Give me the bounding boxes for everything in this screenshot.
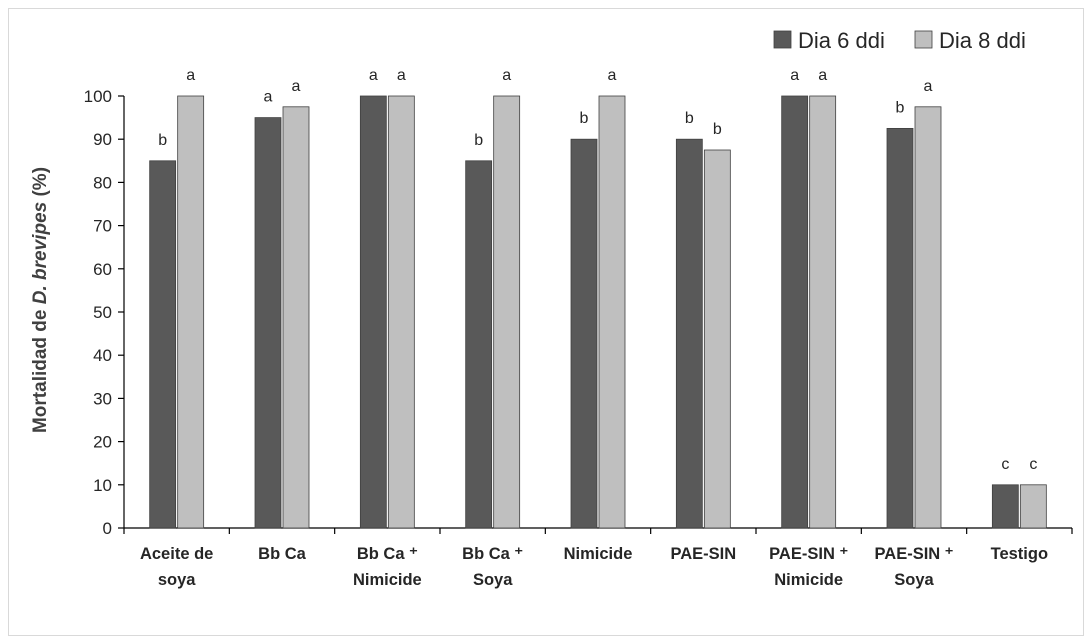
bar-dia8: [387, 95, 415, 529]
significance-letter: a: [502, 67, 511, 84]
y-axis-label: Mortalidad de D. brevipes (%): [30, 167, 51, 433]
y-tick-label: 30: [93, 389, 112, 408]
x-category-label: PAE-SIN ⁺: [769, 545, 848, 563]
x-category-label: Soya: [894, 571, 934, 589]
significance-letter: b: [474, 132, 483, 149]
y-tick-label: 20: [93, 433, 112, 452]
significance-letter: a: [186, 67, 195, 84]
significance-letter: a: [818, 67, 827, 84]
significance-letter: b: [713, 121, 722, 138]
bar-dia6: [886, 127, 914, 529]
bar-dia8: [177, 95, 205, 529]
y-tick-label: 10: [93, 476, 112, 495]
x-category-label: PAE-SIN: [670, 545, 736, 563]
bar-dia8: [598, 95, 626, 529]
legend-swatch: [773, 30, 792, 49]
x-category-label: soya: [158, 571, 196, 589]
x-category-label: Bb Ca ⁺: [357, 545, 418, 563]
y-axis-label-suffix: (%): [30, 167, 51, 202]
x-category-label: Testigo: [991, 545, 1048, 563]
significance-letter: a: [397, 67, 406, 84]
significance-letter: a: [264, 89, 273, 106]
y-axis: 0 10 20 30 40 50 60 70 80 90 100: [84, 87, 125, 538]
bar-dia8: [914, 106, 942, 529]
bar-dia8: [493, 95, 521, 529]
y-axis-label-prefix: Mortalidad de: [30, 304, 51, 433]
y-tick-label: 60: [93, 260, 112, 279]
x-category-label: PAE-SIN ⁺: [875, 545, 954, 563]
x-category-label: Soya: [473, 571, 513, 589]
y-tick-label: 90: [93, 130, 112, 149]
significance-letter: a: [292, 78, 301, 95]
y-tick-label: 50: [93, 303, 112, 322]
y-tick-label: 40: [93, 346, 112, 365]
x-axis: Aceite de soya Bb Ca Bb Ca ⁺ Nimicide Bb Ca ⁺…: [123, 527, 1073, 589]
significance-letters: b a a b b b a b c a a a a a b a a c: [158, 67, 1037, 473]
x-category-label: Bb Ca ⁺: [462, 545, 523, 563]
significance-letter: c: [1001, 456, 1009, 473]
bar-dia8: [809, 95, 837, 529]
significance-letter: a: [369, 67, 378, 84]
y-tick-label: 0: [103, 519, 112, 538]
significance-letter: b: [896, 99, 905, 116]
x-category-label: Aceite de: [140, 545, 213, 563]
significance-letter: a: [924, 78, 933, 95]
y-axis-label-species: D. brevipes: [30, 202, 51, 304]
bar-dia6: [675, 138, 703, 529]
x-category-label: Bb Ca: [258, 545, 306, 563]
y-tick-label: 70: [93, 217, 112, 236]
significance-letter: a: [608, 67, 617, 84]
bar-dia6: [570, 138, 598, 529]
significance-letter: b: [580, 110, 589, 127]
legend-label: Dia 8 ddi: [939, 28, 1026, 53]
legend-swatch: [914, 30, 933, 49]
x-category-label: Nimicide: [774, 571, 843, 589]
significance-letter: b: [158, 132, 167, 149]
x-category-label: Nimicide: [353, 571, 422, 589]
bar-dia6: [781, 95, 809, 529]
bar-dia8: [1019, 484, 1047, 529]
legend-label: Dia 6 ddi: [798, 28, 885, 53]
bar-dia6: [254, 117, 282, 529]
y-tick-label: 100: [84, 87, 112, 106]
bar-dia6: [991, 484, 1019, 529]
bar-dia6: [359, 95, 387, 529]
bars: [149, 95, 1047, 529]
bar-dia8: [703, 149, 731, 529]
legend: Dia 6 ddi Dia 8 ddi: [773, 28, 1026, 53]
significance-letter: b: [685, 110, 694, 127]
bar-dia6: [149, 160, 177, 529]
bar-dia6: [465, 160, 493, 529]
x-category-label: Nimicide: [564, 545, 633, 563]
bar-dia8: [282, 106, 310, 529]
significance-letter: a: [790, 67, 799, 84]
y-tick-label: 80: [93, 173, 112, 192]
significance-letter: c: [1029, 456, 1037, 473]
